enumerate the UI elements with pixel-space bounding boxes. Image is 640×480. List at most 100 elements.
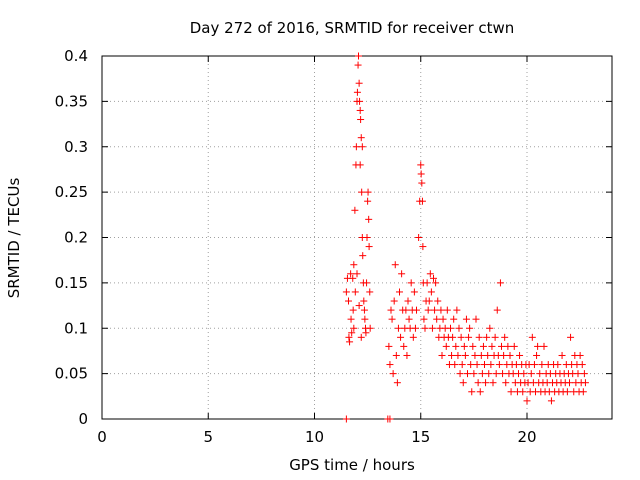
data-point [451,361,459,369]
data-point [478,370,486,378]
data-point [579,388,587,396]
data-point [353,270,361,278]
data-point [386,415,394,423]
data-point [470,370,478,378]
data-point [498,342,505,350]
data-point [491,333,499,341]
data-point [455,324,463,332]
data-point [450,315,458,323]
data-point [465,333,473,341]
data-point [482,379,490,387]
data-point [496,279,504,287]
data-point [418,197,426,205]
data-point [578,361,586,369]
data-point [475,333,483,341]
data-point [364,188,372,196]
data-point [492,370,500,378]
data-point [472,315,480,323]
data-point [359,252,367,260]
data-point [403,351,411,359]
y-tick-label: 0.1 [64,319,88,337]
data-point [481,361,488,369]
x-tick-label: 15 [411,428,430,446]
data-point [580,370,588,378]
data-point [485,370,493,378]
data-point [540,342,548,350]
x-tick-label: 10 [305,428,324,446]
data-point [388,315,396,323]
data-point [493,306,501,314]
data-point [488,342,496,350]
y-tick-label: 0.35 [55,92,88,110]
data-point [421,324,429,332]
data-point [458,361,466,369]
data-point [473,361,481,369]
data-point [516,351,524,359]
data-point [409,333,417,341]
data-point [574,370,582,378]
data-point [424,306,432,314]
data-point [427,288,435,296]
y-axis-label: SRMTID / TECUs [5,178,23,299]
data-point [461,351,469,359]
data-point [576,351,584,359]
data-point [410,288,418,296]
data-point [506,351,514,359]
data-point [353,88,361,96]
y-tick-label: 0.25 [55,183,88,201]
data-point [442,342,450,350]
data-point [360,297,368,305]
data-point [426,270,434,278]
data-point [504,342,512,350]
data-point [345,333,353,341]
data-point [417,170,425,178]
y-tick-label: 0.15 [55,274,88,292]
data-point [547,397,555,405]
y-tick-label: 0.05 [55,365,88,383]
data-point [348,329,356,337]
x-axis-label: GPS time / hours [289,456,415,474]
data-point [566,379,573,387]
data-point [350,261,358,269]
x-tick-label: 5 [203,428,213,446]
data-point [486,324,494,332]
data-point [468,388,476,396]
x-tick-label: 0 [97,428,107,446]
data-point [351,288,359,296]
data-point [471,351,479,359]
data-point [431,306,439,314]
data-point [437,306,445,314]
data-point [363,279,371,287]
data-point [448,351,456,359]
data-point [456,370,464,378]
data-point [386,361,394,369]
data-point [452,342,460,350]
data-point [364,197,372,205]
data-point [423,279,431,287]
data-point [534,342,542,350]
data-point [500,351,508,359]
data-point [453,306,461,314]
data-point [415,234,423,241]
data-point [433,315,441,323]
data-point [365,215,373,223]
data-point [510,342,518,350]
data-point [527,370,535,378]
data-point [489,379,497,387]
data-point [479,342,487,350]
data-point [530,361,538,369]
grid-lines [102,56,612,419]
data-point [538,361,546,369]
y-tick-label: 0 [78,410,88,428]
data-point [520,370,528,378]
data-point [477,351,485,359]
data-point [484,351,492,359]
data-point [387,306,395,314]
data-point [389,370,397,378]
data-point [420,315,428,323]
data-point [356,97,364,105]
data-point [476,388,484,396]
data-point [467,361,475,369]
y-tick-label: 0.3 [64,138,88,156]
data-point [567,333,575,341]
